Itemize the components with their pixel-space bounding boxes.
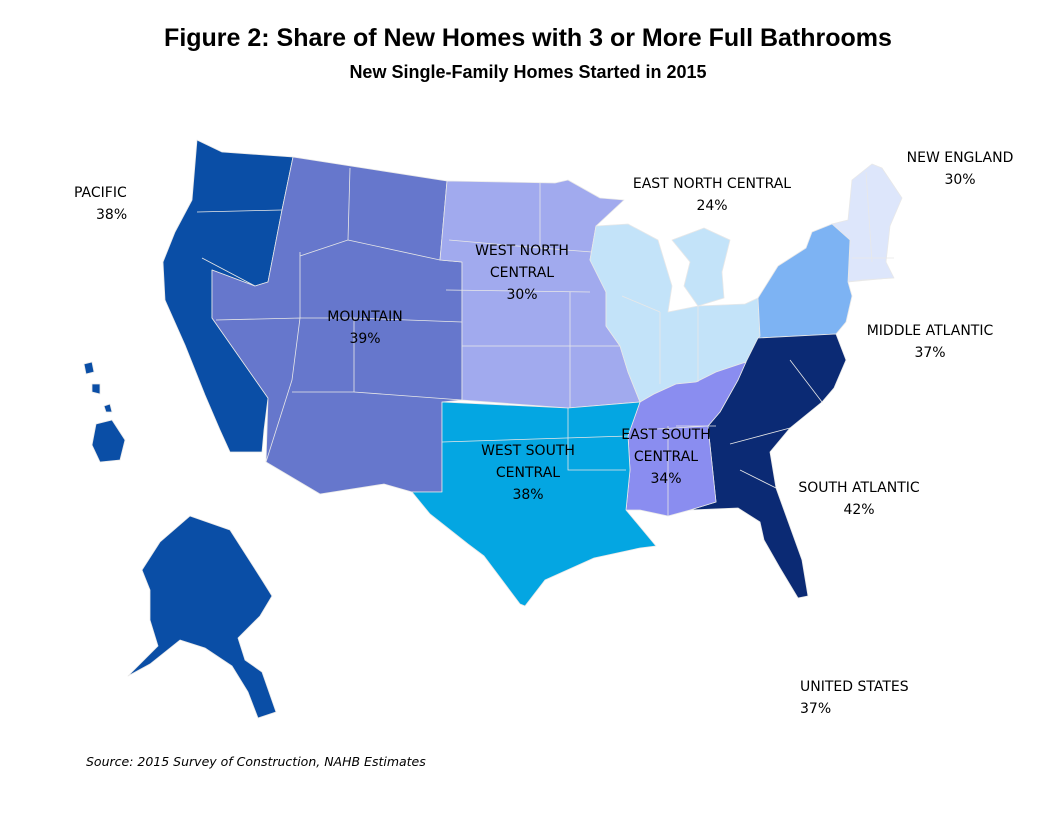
region-middle-atlantic [757,223,853,339]
label-south-atlantic-name: SOUTH ATLANTIC [798,480,920,496]
figure-title: Figure 2: Share of New Homes with 3 or M… [164,24,892,52]
label-west-south-central-name-1: WEST SOUTH [481,443,575,459]
label-west-south-central: WEST SOUTH CENTRAL 38% [468,440,588,506]
label-mountain-value: 39% [349,331,381,347]
label-middle-atlantic-name: MIDDLE ATLANTIC [866,323,994,339]
label-east-south-central-name-1: EAST SOUTH [621,427,711,443]
label-new-england-value: 30% [944,172,976,188]
label-west-north-central: WEST NORTH CENTRAL 30% [462,240,582,306]
region-west-south-central [411,401,657,607]
region-pacific-hawaii [91,419,126,463]
label-mountain-name: MOUNTAIN [327,309,403,325]
label-new-england-name: NEW ENGLAND [906,150,1014,166]
label-united-states-value: 37% [800,701,832,717]
label-east-north-central-value: 24% [696,198,728,214]
label-pacific-name: PACIFIC [74,185,127,201]
label-south-atlantic-value: 42% [843,502,875,518]
label-middle-atlantic-value: 37% [914,345,946,361]
region-pacific-hawaii-islands [83,361,113,413]
label-middle-atlantic: MIDDLE ATLANTIC 37% [855,320,1005,364]
region-pacific-alaska [127,515,277,719]
state-borders [196,167,894,516]
label-east-south-central-name-2: CENTRAL [633,449,699,465]
label-east-south-central: EAST SOUTH CENTRAL 34% [606,424,726,490]
label-south-atlantic: SOUTH ATLANTIC 42% [784,477,934,521]
label-west-north-central-value: 30% [506,287,538,303]
label-east-north-central: EAST NORTH CENTRAL 24% [612,173,812,217]
region-east-north-central-michigan-up [671,227,731,307]
label-west-south-central-value: 38% [512,487,544,503]
source-note: Source: 2015 Survey of Construction, NAH… [86,754,426,769]
label-united-states-name: UNITED STATES [800,679,909,695]
label-united-states: UNITED STATES 37% [800,676,930,720]
label-east-south-central-value: 34% [650,471,682,487]
label-new-england: NEW ENGLAND 30% [890,147,1030,191]
label-west-south-central-name-2: CENTRAL [495,465,561,481]
figure-subtitle: New Single-Family Homes Started in 2015 [349,62,707,82]
label-pacific-value: 38% [96,207,128,223]
label-east-north-central-name: EAST NORTH CENTRAL [632,176,792,192]
label-pacific: PACIFIC 38% [74,182,164,226]
label-west-north-central-name-2: CENTRAL [489,265,555,281]
label-west-north-central-name-1: WEST NORTH [475,243,569,259]
label-mountain: MOUNTAIN 39% [315,306,415,350]
